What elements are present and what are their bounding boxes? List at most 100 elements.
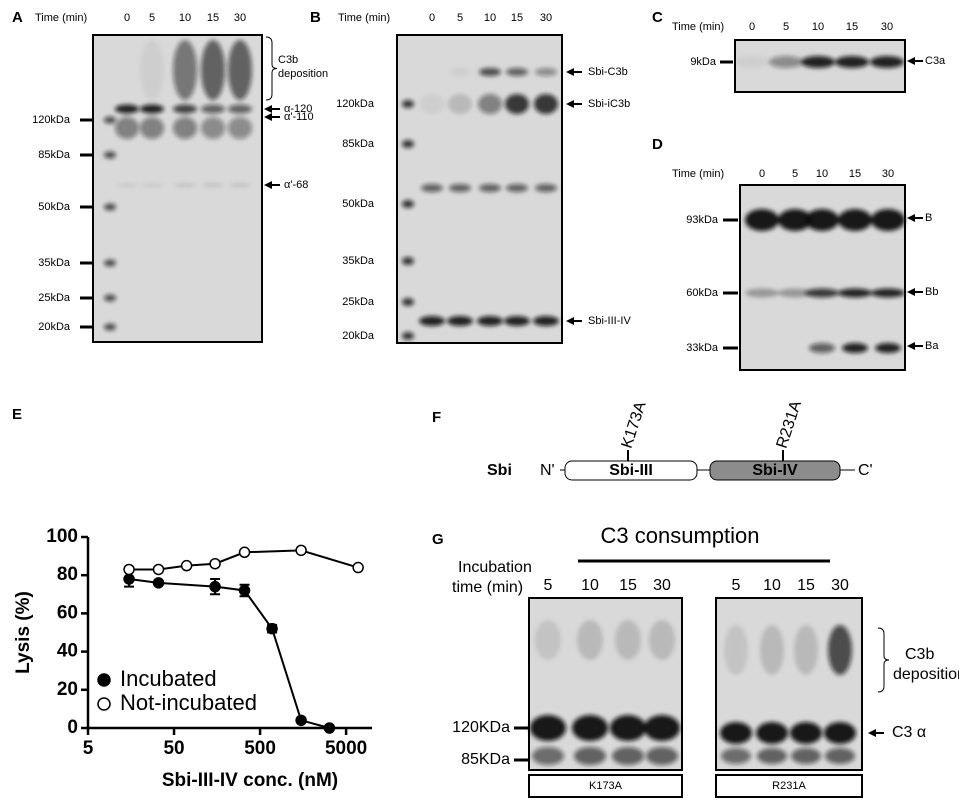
time-point: 15 bbox=[207, 12, 219, 24]
time-point: 30 bbox=[653, 577, 671, 594]
time-point: 0 bbox=[429, 12, 435, 24]
mutant-label: R231A bbox=[772, 780, 806, 792]
time-point: 5 bbox=[792, 168, 798, 180]
band bbox=[875, 343, 901, 353]
band bbox=[173, 40, 197, 100]
time-point: 30 bbox=[881, 21, 893, 33]
blot-bands bbox=[530, 620, 680, 765]
time-point: 10 bbox=[179, 12, 191, 24]
marker-label: 50kDa bbox=[342, 198, 375, 210]
band bbox=[612, 747, 644, 765]
band bbox=[535, 620, 561, 660]
panel-label: E bbox=[12, 406, 22, 423]
band-arrow-head bbox=[907, 57, 915, 65]
time-point: 15 bbox=[846, 21, 858, 33]
band bbox=[447, 316, 473, 326]
mutation-label: K173A bbox=[619, 399, 650, 450]
mutant-label: K173A bbox=[589, 780, 623, 792]
time-point: 15 bbox=[511, 12, 523, 24]
blot-bands bbox=[402, 68, 559, 340]
time-point: 15 bbox=[849, 168, 861, 180]
band bbox=[402, 200, 414, 208]
band bbox=[778, 288, 812, 298]
domain-box bbox=[564, 460, 698, 481]
band-label: C3 α bbox=[892, 724, 926, 741]
data-point bbox=[180, 559, 193, 572]
band bbox=[479, 184, 501, 192]
marker-label: 120kDa bbox=[32, 114, 71, 126]
data-point bbox=[238, 584, 251, 597]
band bbox=[809, 343, 835, 353]
data-point bbox=[323, 722, 336, 734]
band-arrow-head bbox=[566, 68, 574, 76]
time-point: 5 bbox=[544, 577, 553, 594]
band-label: C3a bbox=[925, 55, 946, 67]
data-point bbox=[209, 580, 221, 593]
band-label: α'-110 bbox=[284, 111, 314, 123]
band bbox=[140, 117, 164, 139]
band bbox=[838, 288, 872, 298]
marker-label: 120kDa bbox=[336, 98, 375, 110]
band bbox=[506, 184, 528, 192]
band bbox=[228, 40, 252, 100]
band bbox=[421, 184, 443, 192]
marker-label: 35kDa bbox=[342, 255, 375, 267]
band bbox=[229, 183, 251, 187]
band bbox=[140, 40, 164, 100]
blot-frame bbox=[739, 184, 906, 371]
data-point bbox=[295, 544, 307, 557]
band-arrow-head bbox=[566, 317, 574, 325]
x-tick-label: 5000 bbox=[325, 738, 367, 759]
bracket-label: C3b bbox=[905, 646, 934, 663]
marker-label: 35kDa bbox=[38, 257, 71, 269]
band bbox=[228, 104, 252, 114]
band bbox=[760, 625, 784, 675]
band-label: α-120 bbox=[284, 103, 312, 115]
band bbox=[201, 40, 225, 100]
data-point bbox=[152, 563, 165, 576]
time-label: time (min) bbox=[452, 579, 523, 596]
blot-frame bbox=[396, 34, 563, 344]
band-label: Sbi-C3b bbox=[588, 66, 628, 78]
data-point bbox=[266, 622, 278, 635]
time-point: 15 bbox=[797, 577, 815, 594]
band bbox=[574, 747, 606, 765]
band bbox=[871, 209, 905, 231]
band bbox=[506, 68, 528, 76]
mutant-box bbox=[715, 774, 863, 798]
time-point: 5 bbox=[457, 12, 463, 24]
panel-label: G bbox=[432, 531, 444, 548]
blot-bands bbox=[720, 625, 856, 764]
band bbox=[477, 316, 503, 326]
band-arrow-head bbox=[264, 113, 272, 121]
data-point bbox=[209, 557, 221, 570]
time-label: Time (min) bbox=[338, 12, 390, 24]
panel-label: F bbox=[432, 409, 441, 426]
band bbox=[610, 715, 646, 741]
time-point: 30 bbox=[882, 168, 894, 180]
panel-label: C bbox=[652, 9, 663, 26]
band-arrow-head bbox=[264, 181, 272, 189]
band-label: Sbi-III-IV bbox=[588, 315, 631, 327]
band-arrow-head bbox=[907, 214, 915, 222]
blot-bands bbox=[104, 40, 252, 331]
marker-label: 50kDa bbox=[38, 201, 71, 213]
band bbox=[402, 140, 414, 148]
band bbox=[801, 56, 835, 68]
blot-frame bbox=[715, 597, 863, 771]
panel-title: C3 consumption bbox=[601, 523, 760, 548]
data-point bbox=[352, 561, 364, 574]
time-point: 0 bbox=[759, 168, 765, 180]
band bbox=[140, 104, 164, 114]
marker-label: 85KDa bbox=[461, 751, 510, 768]
y-tick-label: 40 bbox=[57, 641, 78, 662]
data-point bbox=[295, 714, 307, 727]
blot-background bbox=[716, 598, 862, 770]
band-label: Sbi-iC3b bbox=[588, 98, 630, 110]
data-point bbox=[123, 573, 135, 585]
time-point: 10 bbox=[581, 577, 599, 594]
band bbox=[104, 294, 116, 302]
band bbox=[420, 94, 444, 114]
time-point: 5 bbox=[732, 577, 741, 594]
